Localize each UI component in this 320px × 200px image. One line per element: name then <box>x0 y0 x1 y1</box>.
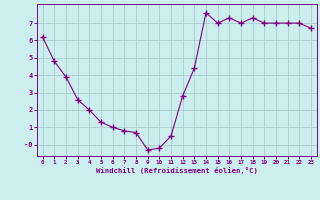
X-axis label: Windchill (Refroidissement éolien,°C): Windchill (Refroidissement éolien,°C) <box>96 167 258 174</box>
